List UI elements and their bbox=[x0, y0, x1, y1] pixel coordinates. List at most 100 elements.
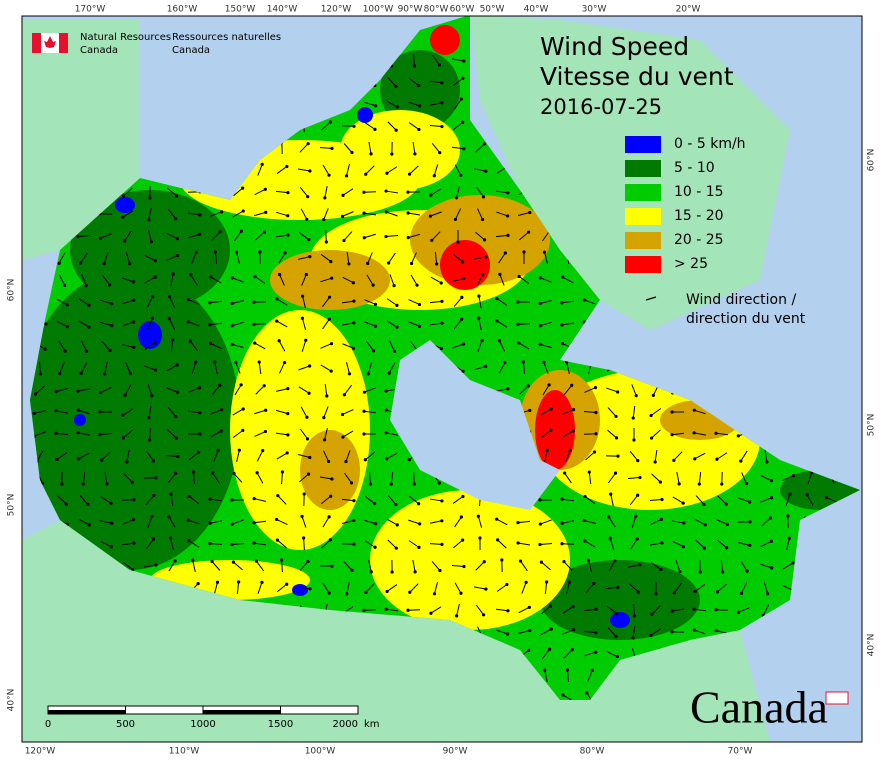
arrow-head bbox=[151, 295, 155, 299]
wind-arrow bbox=[694, 409, 706, 415]
arrow-head bbox=[152, 493, 156, 498]
wind-arrow bbox=[434, 582, 438, 594]
wind-arrow bbox=[144, 276, 156, 284]
arrow-head bbox=[658, 480, 662, 484]
arrow-head bbox=[631, 636, 635, 640]
arrow-head bbox=[632, 614, 636, 618]
arrow-head bbox=[374, 522, 378, 526]
arrow-head bbox=[480, 272, 485, 277]
graticule-label: 60°N bbox=[7, 279, 17, 302]
wind-arrow bbox=[785, 494, 791, 506]
wind-arrow bbox=[452, 277, 464, 283]
wind-arrow bbox=[760, 474, 772, 482]
wind-arrow bbox=[476, 604, 484, 616]
wind-arrow bbox=[78, 388, 90, 392]
wind-arrow bbox=[496, 298, 508, 306]
wind-arrow bbox=[253, 542, 267, 546]
graticule-label: 50°W bbox=[480, 5, 505, 15]
arrow-head bbox=[362, 390, 367, 394]
arrow-head bbox=[506, 609, 510, 613]
wind-arrow bbox=[364, 233, 376, 239]
arrow-head bbox=[516, 322, 520, 326]
wind-arrow bbox=[408, 540, 420, 548]
wind-arrow bbox=[100, 386, 112, 394]
wind-arrow bbox=[760, 563, 772, 569]
wind-arrow bbox=[388, 252, 396, 264]
arrow-head bbox=[239, 383, 243, 387]
wind-arrow bbox=[387, 539, 397, 549]
wind-arrow bbox=[82, 471, 86, 485]
arrow-head bbox=[615, 654, 620, 659]
arrow-head bbox=[561, 275, 565, 279]
arrow-head bbox=[748, 543, 752, 548]
wind-arrow bbox=[675, 560, 681, 572]
arrow-head bbox=[387, 371, 391, 375]
wind-arrow bbox=[629, 583, 639, 593]
arrow-head bbox=[100, 458, 104, 462]
wind-arrow bbox=[476, 274, 484, 286]
wind-arrow bbox=[254, 342, 266, 350]
wind-arrow bbox=[256, 450, 264, 462]
wind-arrow bbox=[298, 231, 310, 241]
arrow-head bbox=[438, 568, 442, 573]
arrow-head bbox=[148, 438, 152, 442]
wind-arrow bbox=[368, 142, 372, 154]
arrow-head bbox=[208, 497, 212, 501]
wind-arrow bbox=[210, 211, 222, 217]
wind-arrow bbox=[544, 450, 548, 462]
flag-bar bbox=[59, 33, 68, 53]
wind-arrow bbox=[474, 256, 486, 260]
arrow-head bbox=[216, 448, 220, 453]
arrow-head bbox=[76, 431, 80, 435]
wind-arrow bbox=[650, 408, 662, 416]
arrow-head bbox=[583, 539, 587, 543]
wind-arrow bbox=[587, 670, 593, 682]
arrow-head bbox=[636, 493, 640, 497]
arrow-head bbox=[132, 541, 136, 545]
arrow-head bbox=[187, 494, 191, 498]
arrow-head bbox=[516, 300, 520, 304]
arrow-head bbox=[230, 542, 234, 547]
wind-arrow bbox=[456, 186, 460, 198]
wind-arrow bbox=[496, 518, 508, 526]
arrow-head bbox=[197, 386, 202, 390]
wind-arrow bbox=[322, 296, 330, 308]
arrow-head bbox=[328, 538, 332, 542]
wind-arrow bbox=[431, 231, 441, 241]
wind-arrow bbox=[651, 605, 661, 615]
wind-arrow bbox=[166, 232, 178, 240]
arrow-head bbox=[384, 210, 388, 214]
arrow-head bbox=[366, 261, 370, 266]
arrow-head bbox=[437, 481, 441, 485]
wind-arrow bbox=[519, 231, 529, 241]
arrow-head bbox=[549, 428, 553, 432]
wind-arrow bbox=[320, 277, 332, 283]
arrow-head bbox=[322, 438, 327, 442]
wind-arrow bbox=[278, 340, 286, 352]
arrow-head bbox=[547, 383, 551, 387]
arrow-head bbox=[460, 538, 465, 542]
arrow-head bbox=[371, 283, 375, 287]
wind-arrow bbox=[584, 299, 596, 305]
wind-arrow bbox=[147, 384, 153, 396]
wind-arrow bbox=[584, 519, 596, 525]
wind-arrow bbox=[497, 539, 507, 549]
wind-arrow bbox=[148, 208, 152, 220]
wind-arrow bbox=[187, 410, 201, 414]
arrow-head bbox=[213, 360, 217, 364]
arrow-head bbox=[454, 196, 459, 200]
arrow-head bbox=[153, 341, 157, 345]
wind-arrow bbox=[125, 252, 131, 264]
wind-arrow bbox=[257, 582, 263, 594]
wind-arrow bbox=[210, 430, 222, 438]
wind-arrow bbox=[453, 318, 463, 330]
wind-arrow bbox=[321, 121, 331, 131]
arrow-head bbox=[128, 262, 132, 266]
arrow-head bbox=[614, 414, 618, 419]
wind-arrow bbox=[454, 98, 462, 110]
arrow-head bbox=[407, 458, 411, 462]
wind-arrow bbox=[322, 450, 330, 462]
arrow-head bbox=[132, 320, 136, 324]
wind-arrow bbox=[518, 606, 530, 614]
wind-arrow bbox=[496, 388, 508, 392]
